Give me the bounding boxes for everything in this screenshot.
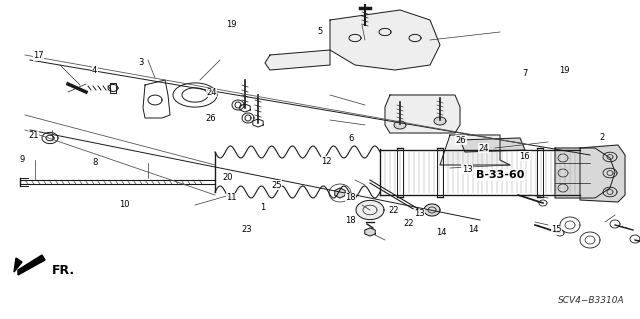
Polygon shape [335, 188, 345, 198]
Polygon shape [580, 145, 625, 202]
Polygon shape [365, 228, 375, 236]
Text: 13: 13 [462, 165, 472, 174]
Polygon shape [394, 121, 406, 129]
Text: 12: 12 [321, 157, 332, 166]
Text: 14: 14 [468, 225, 479, 234]
Polygon shape [460, 138, 525, 152]
Text: 2: 2 [599, 133, 604, 142]
Text: 22: 22 [403, 219, 413, 228]
Text: 26: 26 [456, 136, 466, 145]
Text: 26: 26 [206, 114, 216, 122]
Text: 20: 20 [222, 173, 232, 182]
Text: 7: 7 [522, 69, 527, 78]
Text: B-33-60: B-33-60 [476, 170, 524, 180]
Text: 21: 21 [28, 131, 38, 140]
Text: 13: 13 [414, 209, 424, 218]
Polygon shape [555, 148, 615, 198]
Text: 3: 3 [138, 58, 143, 67]
Polygon shape [18, 255, 45, 275]
Text: 24: 24 [206, 88, 216, 97]
Text: SCV4−B3310A: SCV4−B3310A [558, 296, 625, 305]
Polygon shape [424, 204, 440, 216]
Text: 22: 22 [388, 206, 399, 215]
Text: 19: 19 [227, 20, 237, 29]
Polygon shape [356, 200, 384, 219]
Text: 9: 9 [20, 155, 25, 164]
Text: 14: 14 [436, 228, 447, 237]
Text: FR.: FR. [52, 263, 75, 277]
Text: 6: 6 [348, 134, 353, 143]
Text: 8: 8 [92, 158, 97, 167]
Polygon shape [434, 117, 446, 125]
Polygon shape [265, 50, 330, 70]
Text: 19: 19 [559, 66, 570, 75]
Polygon shape [14, 258, 22, 272]
Text: 1: 1 [260, 203, 265, 212]
Text: 11: 11 [227, 193, 237, 202]
Text: 15: 15 [552, 225, 562, 234]
Polygon shape [440, 135, 510, 165]
Polygon shape [330, 10, 440, 70]
Text: 5: 5 [317, 27, 323, 36]
Text: 18: 18 [346, 193, 356, 202]
Text: 10: 10 [120, 200, 130, 209]
Text: 24: 24 [478, 144, 488, 153]
Text: 23: 23 [241, 225, 252, 234]
Text: 4: 4 [92, 66, 97, 75]
Text: 16: 16 [520, 152, 530, 161]
Polygon shape [385, 95, 460, 133]
Text: 17: 17 [33, 51, 44, 60]
Text: 18: 18 [346, 216, 356, 225]
Text: 25: 25 [271, 181, 282, 189]
